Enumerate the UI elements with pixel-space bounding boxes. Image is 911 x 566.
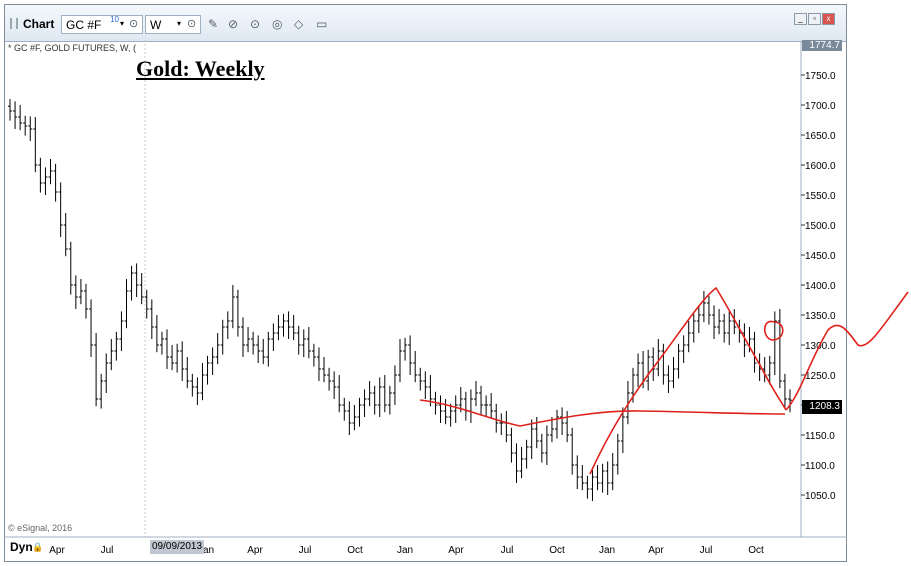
symbol-value: GC #F — [66, 18, 102, 32]
chart-title: Gold: Weekly — [136, 56, 265, 81]
restore-button[interactable]: ▫ — [808, 13, 821, 25]
x-tick-label: Apr — [448, 545, 464, 556]
chart-toolbar: Chart GC #F 10 ▾ ⊙ W ▾ ⊙ ✎ ⊘ ⊙ ◎ ◇ ▭ _ ▫… — [5, 5, 846, 42]
x-tick-label: Jul — [299, 545, 312, 556]
close-button[interactable]: x — [822, 13, 835, 25]
minimize-button[interactable]: _ — [794, 13, 807, 25]
x-tick-label: Oct — [549, 545, 565, 556]
y-tick-label: 1500.0 — [805, 221, 836, 232]
symbol-legend: * GC #F, GOLD FUTURES, W, ( — [8, 43, 137, 53]
cursor-icon[interactable]: ⊘ — [228, 17, 239, 31]
y-tick-label: 1550.0 — [805, 191, 836, 202]
y-tick-label: 1350.0 — [805, 311, 836, 322]
pencil-icon[interactable]: ✎ — [208, 17, 219, 31]
y-tick-label: 1450.0 — [805, 251, 836, 262]
x-tick-label: Apr — [49, 545, 65, 556]
y-tick-label: 1100.0 — [805, 461, 835, 472]
cursor-date-box: 09/09/2013 — [150, 540, 205, 554]
y-tick-label: 1250.0 — [805, 371, 836, 382]
chevron-down-icon[interactable]: ▾ — [120, 19, 125, 28]
eraser-icon[interactable]: ◇ — [294, 17, 304, 31]
x-tick-label: Jul — [700, 545, 713, 556]
x-tick-label: Jan — [599, 545, 615, 556]
x-tick-label: Apr — [247, 545, 263, 556]
y-tick-label: 1300.0 — [805, 341, 836, 352]
x-tick-label: Apr — [648, 545, 664, 556]
crosshair-icon[interactable]: ⊙ — [250, 17, 261, 31]
zoom-icon[interactable]: ◎ — [272, 17, 283, 31]
x-tick-label: Oct — [347, 545, 363, 556]
y-tick-label: 1700.0 — [805, 101, 836, 112]
link-sync-icon[interactable]: ⊙ — [187, 18, 197, 30]
interval-value: W — [150, 18, 162, 32]
copyright-label: © eSignal, 2016 — [8, 523, 73, 533]
chart-window-label: Chart — [23, 17, 55, 31]
chevron-down-icon[interactable]: ▾ — [177, 19, 182, 28]
lock-icon[interactable]: 🔒 — [32, 542, 44, 552]
x-tick-label: Jan — [198, 545, 214, 556]
y-tick-label: 1750.0 — [805, 71, 836, 82]
y-tick-label: 1600.0 — [805, 161, 836, 172]
time-axis-bar: Dyn 🔒 09/09/2013 — [4, 537, 847, 562]
support-trendline — [419, 399, 786, 427]
dynamic-scale-label[interactable]: Dyn — [10, 540, 33, 554]
projection-trendline — [785, 291, 909, 411]
y-tick-label: 1400.0 — [805, 281, 836, 292]
x-tick-label: Jul — [101, 545, 114, 556]
y-tick-label: 1150.0 — [805, 431, 835, 442]
y-tick-label: 1050.0 — [805, 491, 836, 502]
symbol-input[interactable]: GC #F 10 ▾ ⊙ — [61, 15, 143, 34]
symbol-superscript: 10 — [110, 15, 119, 24]
arc-trendline — [589, 286, 787, 475]
link-sync-icon[interactable]: ⊙ — [129, 18, 139, 30]
interval-select[interactable]: W ▾ ⊙ — [145, 15, 201, 34]
y-tick-label: 1650.0 — [805, 131, 836, 142]
drag-handle-icon[interactable] — [10, 18, 18, 29]
last-price-tag: 1208.3 — [802, 400, 842, 414]
top-price-tag: 1774.7 — [802, 40, 842, 51]
x-tick-label: Jul — [501, 545, 514, 556]
x-tick-label: Jan — [397, 545, 413, 556]
circle-annotation — [763, 320, 784, 341]
x-tick-label: Oct — [748, 545, 764, 556]
comment-icon[interactable]: ▭ — [316, 17, 328, 31]
